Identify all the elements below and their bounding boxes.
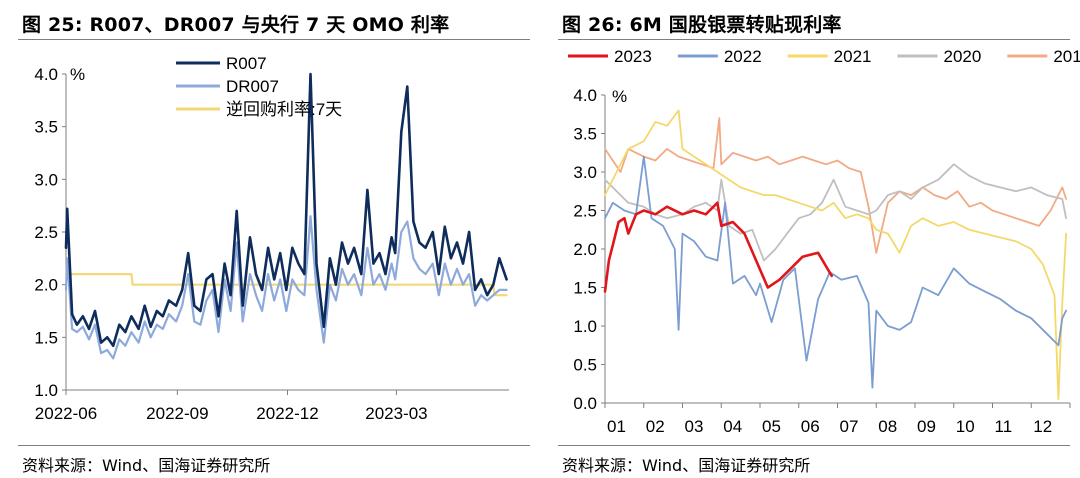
x-tick-label: 2022-09	[146, 404, 208, 423]
series-line-2019	[604, 117, 1067, 254]
series-line-dr007	[64, 215, 508, 360]
source-note: 资料来源：Wind、国海证券研究所	[562, 456, 811, 475]
series-line-r007	[64, 72, 508, 348]
legend-label-2022: 2022	[724, 47, 762, 66]
x-tick-label: 10	[956, 417, 975, 436]
legend-label-2021: 2021	[834, 47, 872, 66]
legend-label-dr007: DR007	[226, 77, 279, 96]
y-tick-label: 3.5	[573, 125, 597, 144]
y-tick-label: 3.5	[34, 118, 58, 137]
x-tick-label: 06	[801, 417, 820, 436]
x-tick-label: 07	[840, 417, 859, 436]
y-tick-label: 1.0	[573, 317, 597, 336]
figure-26-panel: 图 26: 6M 国股银票转贴现利率 0.0 0.5 1.0 1.5 2.0 2.5 3.0…	[540, 0, 1080, 478]
x-tick-label: 02	[646, 417, 665, 436]
x-tick-label: 2022-12	[256, 404, 318, 423]
figure-25-panel: 图 25: R007、DR007 与央行 7 天 OMO 利率 1.0 1.5 2.…	[18, 14, 530, 475]
y-tick-label: 1.5	[573, 279, 597, 298]
legend-label-r007: R007	[226, 54, 267, 73]
y-tick-label: 0.5	[573, 356, 597, 375]
y-tick-label: 1.0	[34, 381, 58, 400]
legend-label-7: 逆回购利率:7天	[226, 100, 342, 119]
y-tick-label: 4.0	[573, 86, 597, 105]
y-tick-label: 0.0	[573, 394, 597, 413]
series-line-7	[64, 273, 508, 297]
figure-title: 图 25: R007、DR007 与央行 7 天 OMO 利率	[22, 14, 450, 36]
x-tick-label: 12	[1033, 417, 1052, 436]
discount-rate-chart: 0.0 0.5 1.0 1.5 2.0 2.5 3.0 3.5 4.0 % 01 02 03 04 05 06…	[568, 47, 1080, 436]
source-rule	[18, 445, 530, 446]
x-tick-label: 2022-06	[35, 404, 97, 423]
y-tick-label: 2.0	[34, 276, 58, 295]
title-rule	[18, 39, 530, 40]
title-rule	[558, 39, 1070, 40]
y-tick-label: 2.5	[573, 202, 597, 221]
r007-dr007-omo-chart: 1.0 1.5 2.0 2.5 3.0 3.5 4.0 % 2022-06 2022-09 2022…	[34, 54, 509, 423]
legend-label-2023: 2023	[614, 47, 652, 66]
series-line-2023	[603, 201, 834, 293]
y-tick-label: 3.0	[34, 170, 58, 189]
x-tick-label: 2023-03	[365, 404, 427, 423]
legend-label-2020: 2020	[943, 47, 981, 66]
x-tick-label: 04	[723, 417, 742, 436]
x-tick-label: 11	[995, 417, 1013, 436]
figure-title: 图 26: 6M 国股银票转贴现利率	[562, 14, 842, 36]
x-tick-label: 01	[607, 417, 626, 436]
unit-label: %	[612, 87, 627, 106]
x-tick-label: 08	[878, 417, 897, 436]
y-tick-label: 2.0	[573, 240, 597, 259]
source-note: 资料来源：Wind、国海证券研究所	[22, 456, 271, 475]
x-tick-label: 03	[685, 417, 704, 436]
y-tick-label: 1.5	[34, 328, 58, 347]
series-line-2021	[604, 109, 1067, 401]
y-tick-label: 3.0	[573, 163, 597, 182]
y-tick-label: 4.0	[34, 65, 58, 84]
unit-label: %	[70, 65, 85, 84]
source-rule	[558, 445, 1070, 446]
x-tick-label: 05	[762, 417, 781, 436]
legend-label-2019: 2019	[1053, 47, 1080, 66]
series-line-2022	[604, 155, 1067, 389]
y-tick-label: 2.5	[34, 223, 58, 242]
x-tick-label: 09	[917, 417, 936, 436]
